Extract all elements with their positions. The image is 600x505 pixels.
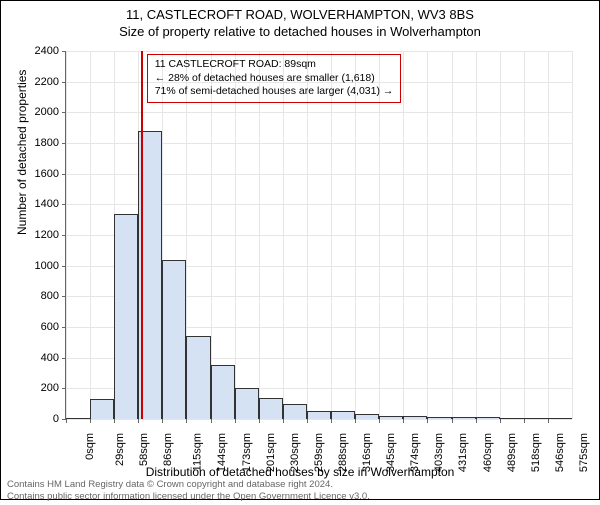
gridline-v [90,51,91,419]
xtick-mark [138,419,139,423]
xtick-mark [500,419,501,423]
histogram-bar [235,388,259,419]
gridline-v [355,51,356,419]
gridline-v [452,51,453,419]
ytick-label: 1000 [19,260,59,272]
histogram-bar [162,260,186,419]
xtick-mark [114,419,115,423]
xtick-mark [66,419,67,423]
xtick-mark [548,419,549,423]
ytick-label: 1800 [19,137,59,149]
x-axis-label: Distribution of detached houses by size … [1,465,599,479]
title-main: 11, CASTLECROFT ROAD, WOLVERHAMPTON, WV3… [1,7,599,22]
histogram-bar [66,418,90,419]
xtick-mark [235,419,236,423]
histogram-bar [548,418,572,419]
annotation-line-3: 71% of semi-detached houses are larger (… [155,85,394,99]
xtick-label: 0sqm [84,433,96,460]
histogram-bar [331,411,355,419]
xtick-label: 86sqm [162,433,174,466]
ytick-label: 1400 [19,198,59,210]
xtick-mark [307,419,308,423]
ytick-label: 2400 [19,45,59,57]
gridline-v [403,51,404,419]
gridline-v [235,51,236,419]
annotation-line-1: 11 CASTLECROFT ROAD: 89sqm [155,58,394,72]
histogram-bar [476,417,500,419]
xtick-mark [427,419,428,423]
xtick-mark [379,419,380,423]
gridline-v [331,51,332,419]
annotation-line-2: ← 28% of detached houses are smaller (1,… [155,72,394,86]
chart-container: 11, CASTLECROFT ROAD, WOLVERHAMPTON, WV3… [1,7,599,505]
title-sub: Size of property relative to detached ho… [1,24,599,39]
footer-attribution: Contains HM Land Registry data © Crown c… [7,479,370,503]
gridline-v [572,51,573,419]
xtick-mark [403,419,404,423]
ytick-label: 1600 [19,168,59,180]
histogram-bar [524,418,548,419]
histogram-bar [427,417,451,419]
gridline-v [307,51,308,419]
histogram-bar [259,398,283,419]
histogram-bar [90,399,114,419]
gridline-v [283,51,284,419]
xtick-mark [452,419,453,423]
gridline-v [211,51,212,419]
ytick-label: 600 [19,321,59,333]
ytick-label: 0 [19,413,59,425]
plot-area: 11 CASTLECROFT ROAD: 89sqm← 28% of detac… [65,51,572,420]
xtick-mark [476,419,477,423]
gridline-v [66,51,67,419]
gridline-v [259,51,260,419]
histogram-bar [500,418,524,419]
gridline-v [548,51,549,419]
gridline-h [66,419,572,420]
xtick-mark [259,419,260,423]
ytick-label: 2200 [19,76,59,88]
footer-line-1: Contains HM Land Registry data © Crown c… [7,479,370,491]
gridline-v [476,51,477,419]
property-marker-line [141,51,143,419]
ytick-label: 1200 [19,229,59,241]
histogram-bar [403,416,427,419]
footer-line-2: Contains public sector information licen… [7,491,370,503]
ytick-label: 2000 [19,106,59,118]
xtick-mark [355,419,356,423]
histogram-bar [211,365,235,419]
histogram-bar [355,414,379,419]
histogram-bar [114,214,138,419]
histogram-bar [379,416,403,419]
ytick-label: 200 [19,382,59,394]
gridline-v [500,51,501,419]
xtick-mark [186,419,187,423]
histogram-bar [307,411,331,419]
xtick-mark [162,419,163,423]
gridline-v [427,51,428,419]
histogram-bar [452,417,476,419]
gridline-v [524,51,525,419]
xtick-mark [524,419,525,423]
gridline-v [379,51,380,419]
xtick-mark [211,419,212,423]
xtick-label: 58sqm [138,433,150,466]
xtick-mark [331,419,332,423]
histogram-bar [186,336,210,419]
annotation-box: 11 CASTLECROFT ROAD: 89sqm← 28% of detac… [147,54,402,103]
histogram-bar [283,404,307,419]
ytick-label: 400 [19,352,59,364]
xtick-mark [90,419,91,423]
xtick-mark [283,419,284,423]
ytick-label: 800 [19,290,59,302]
xtick-label: 29sqm [114,433,126,466]
